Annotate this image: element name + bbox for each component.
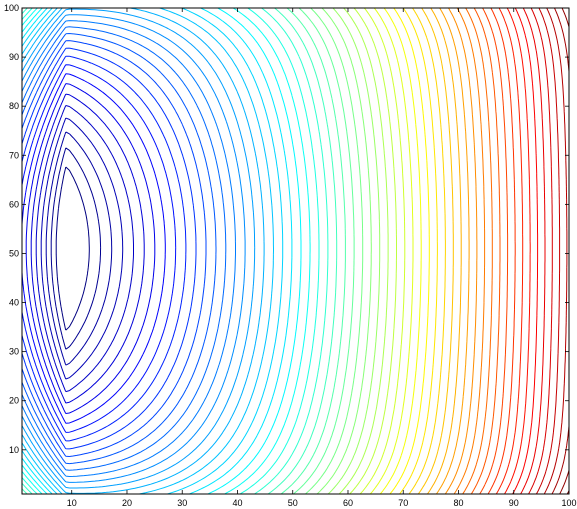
- contour-level-8: [22, 73, 166, 424]
- contour-level-1: [55, 166, 90, 331]
- contour-level-54: [535, 8, 561, 494]
- contour-level-14: [22, 26, 227, 471]
- contour-level-28: [293, 8, 355, 494]
- x-tick-label-30: 30: [177, 498, 187, 508]
- contour-level-52: [520, 8, 546, 494]
- contour-level-6: [30, 93, 145, 404]
- contour-level-7: [25, 83, 156, 414]
- contour-level-40: [417, 8, 454, 494]
- contour-level-44: [453, 8, 486, 494]
- contour-level-42: [435, 8, 470, 494]
- x-tick-label-60: 60: [343, 498, 353, 508]
- contour-level-35: [369, 8, 414, 494]
- x-tick-label-10: 10: [67, 498, 77, 508]
- contour-level-4: [40, 117, 124, 380]
- contour-level-17: [22, 8, 256, 489]
- x-tick-label-90: 90: [509, 498, 519, 508]
- contour-level-34: [359, 8, 406, 494]
- contour-level-49: [495, 8, 524, 494]
- contour-level-10: [22, 55, 187, 442]
- y-tick-label-70: 70: [9, 150, 19, 160]
- y-tick-label-30: 30: [9, 347, 19, 357]
- contour-level-12: [22, 40, 207, 457]
- contour-level-22: [22, 8, 302, 494]
- contour-lines: [22, 8, 569, 494]
- x-axis: 10 20 30 40 50 60 70 80 90 100: [67, 8, 577, 508]
- contour-level-47: [479, 8, 509, 494]
- contour-level-9: [22, 64, 177, 433]
- contour-level-15: [22, 20, 236, 477]
- x-tick-label-40: 40: [232, 498, 242, 508]
- contour-level-3: [45, 131, 113, 366]
- contour-level-36: [379, 8, 422, 494]
- contour-level-13: [22, 33, 217, 465]
- contour-level-55: [543, 8, 568, 494]
- contour-level-26: [22, 8, 338, 494]
- contour-level-20: [22, 8, 284, 494]
- contour-level-43: [444, 8, 478, 494]
- x-tick-label-20: 20: [122, 498, 132, 508]
- contour-level-19: [22, 8, 274, 494]
- contour-level-41: [426, 8, 462, 494]
- y-tick-label-100: 100: [4, 3, 19, 13]
- contour-level-18: [22, 8, 265, 494]
- y-tick-label-60: 60: [9, 199, 19, 209]
- contour-level-21: [22, 8, 293, 494]
- contour-level-48: [487, 8, 516, 494]
- contour-level-16: [22, 14, 246, 483]
- contour-level-46: [470, 8, 501, 494]
- contour-level-2: [50, 147, 102, 350]
- y-tick-label-90: 90: [9, 52, 19, 62]
- x-tick-label-80: 80: [453, 498, 463, 508]
- contour-level-25: [22, 8, 329, 494]
- contour-level-23: [22, 8, 311, 494]
- contour-level-11: [22, 47, 197, 450]
- y-tick-label-50: 50: [9, 248, 19, 258]
- contour-level-50: [504, 8, 531, 494]
- x-tick-label-100: 100: [561, 498, 576, 508]
- y-tick-label-10: 10: [9, 445, 19, 455]
- plot-area-frame: [21, 7, 570, 495]
- y-tick-label-20: 20: [9, 396, 19, 406]
- contour-level-38: [399, 8, 438, 494]
- contour-level-5: [35, 105, 134, 393]
- x-tick-label-50: 50: [288, 498, 298, 508]
- x-tick-label-70: 70: [398, 498, 408, 508]
- y-axis: 10 20 30 40 50 60 70 80 90 100: [4, 3, 569, 455]
- contour-level-39: [408, 8, 446, 494]
- contour-level-24: [22, 8, 320, 494]
- y-tick-label-80: 80: [9, 101, 19, 111]
- y-tick-label-40: 40: [9, 298, 19, 308]
